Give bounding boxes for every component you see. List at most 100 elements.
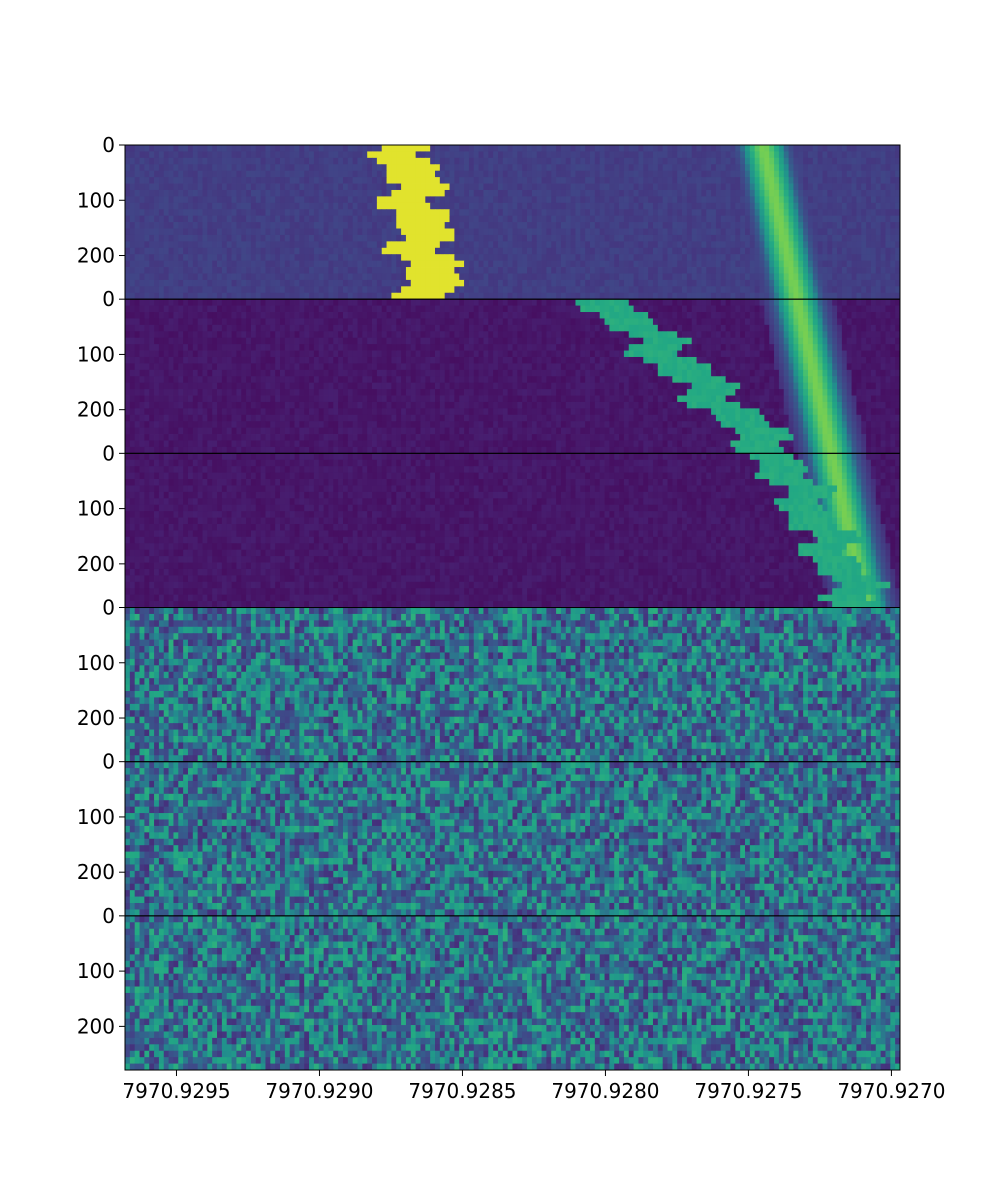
heatmap-cell (677, 158, 682, 165)
heatmap-cell (193, 261, 198, 268)
heatmap-cell (353, 325, 358, 332)
heatmap-cell (459, 151, 464, 158)
heatmap-cell (638, 267, 643, 274)
heatmap-cell (382, 286, 387, 293)
heatmap-cell (309, 306, 314, 313)
heatmap-cell (503, 216, 508, 223)
heatmap-cell (585, 318, 590, 325)
heatmap-cell (542, 293, 547, 300)
heatmap-cell (546, 325, 551, 332)
heatmap-cell (382, 325, 387, 332)
heatmap-cell (823, 331, 828, 338)
heatmap-cell (464, 164, 469, 171)
heatmap-cell (367, 338, 372, 345)
heatmap-cell (852, 145, 857, 152)
heatmap-cell (798, 293, 803, 300)
heatmap-cell (585, 229, 590, 236)
heatmap-cell (377, 209, 382, 216)
heatmap-cell (265, 209, 270, 216)
heatmap-cell (343, 164, 348, 171)
heatmap-cell (697, 248, 702, 255)
heatmap-cell (653, 338, 658, 345)
heatmap-cell (261, 254, 266, 261)
heatmap-cell (246, 158, 251, 165)
heatmap-cell (440, 203, 445, 210)
heatmap-cell (730, 306, 735, 313)
heatmap-cell (532, 325, 537, 332)
heatmap-cell (740, 331, 745, 338)
heatmap-cell (803, 299, 808, 306)
heatmap-cell (377, 331, 382, 338)
heatmap-cell (624, 293, 629, 300)
heatmap-cell (377, 184, 382, 191)
heatmap-cell (488, 203, 493, 210)
heatmap-cell (454, 190, 459, 197)
heatmap-cell (760, 190, 765, 197)
heatmap-cell (420, 145, 425, 152)
heatmap-cell (299, 190, 304, 197)
heatmap-cell (503, 151, 508, 158)
heatmap-cell (697, 158, 702, 165)
heatmap-cell (600, 286, 605, 293)
heatmap-cell (372, 325, 377, 332)
heatmap-cell (367, 190, 372, 197)
heatmap-cell (721, 325, 726, 332)
heatmap-cell (823, 299, 828, 306)
heatmap-cell (358, 209, 363, 216)
heatmap-cell (430, 338, 435, 345)
heatmap-cell (730, 171, 735, 178)
heatmap-cell (140, 293, 145, 300)
heatmap-cell (745, 190, 750, 197)
heatmap-cell (173, 306, 178, 313)
heatmap-cell (600, 273, 605, 280)
heatmap-cell (513, 171, 518, 178)
heatmap-cell (280, 229, 285, 236)
heatmap-cell (837, 158, 842, 165)
heatmap-cell (319, 338, 324, 345)
heatmap-cell (261, 222, 266, 229)
heatmap-cell (411, 254, 416, 261)
heatmap-cell (454, 267, 459, 274)
heatmap-cell (575, 286, 580, 293)
heatmap-cell (173, 261, 178, 268)
heatmap-cell (580, 151, 585, 158)
heatmap-cell (304, 299, 309, 306)
heatmap-cell (677, 273, 682, 280)
heatmap-cell (721, 293, 726, 300)
heatmap-cell (377, 306, 382, 313)
heatmap-cell (382, 248, 387, 255)
heatmap-cell (590, 177, 595, 184)
heatmap-cell (188, 331, 193, 338)
heatmap-cell (430, 177, 435, 184)
heatmap-cell (600, 171, 605, 178)
heatmap-cell (135, 151, 140, 158)
heatmap-cell (382, 151, 387, 158)
heatmap-cell (503, 196, 508, 203)
heatmap-cell (527, 164, 532, 171)
heatmap-cell (251, 306, 256, 313)
heatmap-cell (793, 312, 798, 319)
heatmap-cell (488, 151, 493, 158)
heatmap-cell (764, 248, 769, 255)
heatmap-cell (687, 331, 692, 338)
heatmap-cell (760, 273, 765, 280)
heatmap-cell (450, 254, 455, 261)
heatmap-cell (362, 145, 367, 152)
heatmap-cell (561, 229, 566, 236)
heatmap-cell (324, 151, 329, 158)
heatmap-cell (183, 209, 188, 216)
heatmap-cell (227, 216, 232, 223)
heatmap-cell (314, 184, 319, 191)
heatmap-cell (367, 267, 372, 274)
heatmap-cell (459, 293, 464, 300)
heatmap-cell (188, 241, 193, 248)
heatmap-cell (818, 273, 823, 280)
heatmap-cell (701, 151, 706, 158)
heatmap-cell (358, 248, 363, 255)
heatmap-cell (125, 196, 130, 203)
heatmap-cell (290, 254, 295, 261)
heatmap-cell (149, 222, 154, 229)
heatmap-cell (270, 280, 275, 287)
heatmap-cell (527, 261, 532, 268)
heatmap-cell (149, 229, 154, 236)
